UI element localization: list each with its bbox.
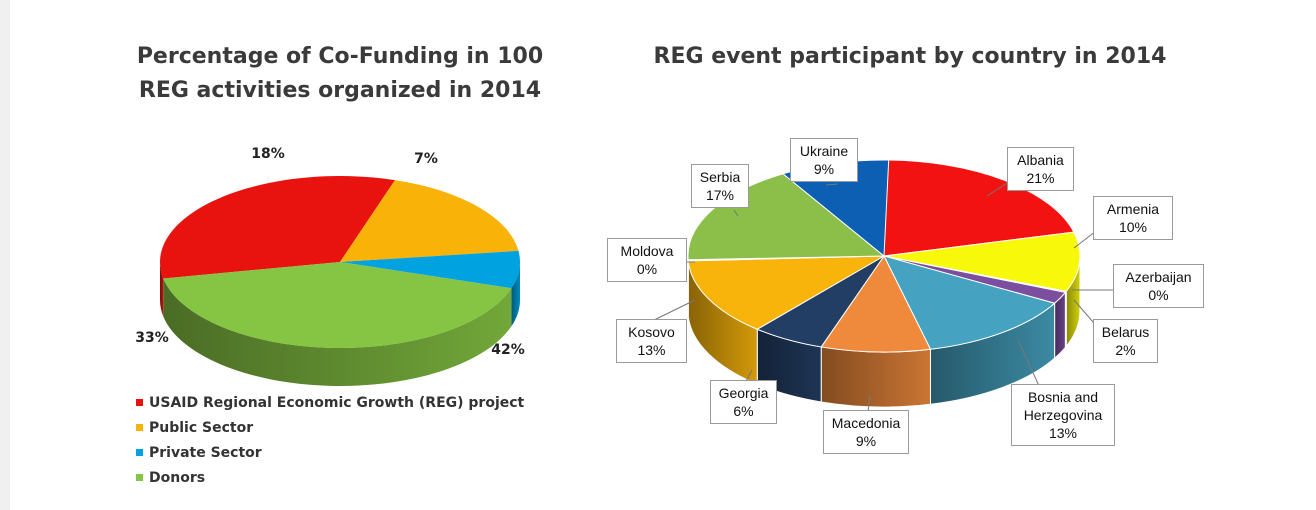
callout-country-name: Moldova [620,243,674,259]
legend-item: Donors [136,465,524,490]
callout-country-name: Belarus [1101,324,1150,340]
participants-slice-side-macedonia [820,346,931,408]
callout-percentage: 0% [636,261,658,277]
callout-serbia: Serbia 17% [691,164,749,208]
leader-line-macedonia [867,394,871,413]
participants-slice-bosnia-and-herzegovina [883,255,1056,350]
legend-swatch [136,474,143,481]
callout-country-name: Serbia [699,169,741,185]
callout-country-name: Kosovo [628,324,675,340]
cofunding-legend: USAID Regional Economic Growth (REG) pro… [136,390,524,490]
cofunding-pct-label-usaid-regional-economic-growth-reg-project: 33% [135,330,169,346]
callout-percentage: 10% [1118,219,1148,235]
callout-percentage: 9% [813,161,835,177]
callout-percentage: 17% [705,187,735,203]
callout-percentage: 13% [637,342,666,358]
callout-bosnia-and-herzegovina: Bosnia and Herzegovina 13% [1011,384,1115,446]
legend-item: USAID Regional Economic Growth (REG) pro… [136,390,524,415]
participants-slice-albania [883,159,1075,257]
callout-kosovo: Kosovo 13% [616,319,687,363]
participants-slice-kosovo [687,255,885,330]
callout-country-name: Azerbaijan [1125,269,1192,285]
callout-country-name: Macedonia [831,415,901,431]
legend-label: USAID Regional Economic Growth (REG) pro… [149,394,525,411]
cofunding-title-line-2: REG activities organized in 2014 [138,78,542,103]
callout-percentage: 6% [733,403,754,419]
cofunding-slice-public-sector [340,180,519,262]
callout-country-name: Ukraine [799,143,849,159]
cofunding-pie-top [160,176,520,348]
participants-slice-macedonia [820,255,932,353]
cofunding-slice-usaid-regional-economic-growth-reg-project [160,176,395,279]
cofunding-title-line-1: Percentage of Co-Funding in 100 [136,44,544,69]
cofunding-slice-side-usaid-regional-economic-growth-reg-project [160,262,164,317]
legend-label: Public Sector [149,419,254,436]
leader-line-serbia [733,209,739,217]
participants-slice-armenia [883,231,1081,292]
cofunding-pct-label-donors: 42% [491,342,525,358]
callout-country-name: Armenia [1106,201,1160,217]
left-border-strip [0,0,10,510]
participants-pie-top [687,159,1081,353]
callout-armenia: Armenia 10% [1093,196,1173,240]
callout-georgia: Georgia 6% [710,380,777,424]
cofunding-pct-label-private-sector: 7% [414,151,438,167]
participants-chart-title: REG event participant by country in 2014 [653,44,1167,69]
callout-country-name: Albania [1017,152,1064,168]
cofunding-slice-private-sector [340,250,520,289]
callout-country-name: Georgia [718,385,769,401]
callout-percentage: 9% [855,433,877,449]
cofunding-pie-chart: 33% 18% 7% 42% [135,146,525,386]
legend-label: Private Sector [149,444,262,461]
callout-percentage: 2% [1115,342,1136,358]
callout-moldova: Moldova 0% [607,238,687,282]
callout-percentage: 21% [1026,170,1055,186]
callout-macedonia: Macedonia 9% [823,410,909,454]
callout-country-name: Herzegovina [1023,407,1103,423]
callout-albania: Albania 21% [1007,147,1074,191]
cofunding-pct-label-public-sector: 18% [251,146,285,162]
leader-line-kosovo [651,299,696,322]
callout-ukraine: Ukraine 9% [790,138,858,182]
legend-label: Donors [149,469,206,486]
cofunding-chart-title: Percentage of Co-Funding in 100 REG acti… [110,40,570,108]
legend-item: Public Sector [136,415,524,440]
callout-percentage: 13% [1048,425,1078,441]
cofunding-pie-sides [160,262,520,386]
leader-line-ukraine [825,183,839,186]
legend-swatch [136,424,143,431]
legend-swatch [136,449,143,456]
cofunding-slice-donors [163,262,512,348]
callout-azerbaijan: Azerbaijan 0% [1113,264,1204,308]
legend-item: Private Sector [136,440,524,465]
cofunding-slice-side-donors [163,278,512,386]
leader-line-bosnia-and-herzegovina [1017,339,1041,389]
callout-belarus: Belarus 2% [1093,319,1158,363]
callout-country-name: Bosnia and [1027,389,1099,405]
callout-percentage: 0% [1148,287,1169,303]
legend-swatch [136,399,143,406]
cofunding-slice-side-private-sector [511,262,520,327]
